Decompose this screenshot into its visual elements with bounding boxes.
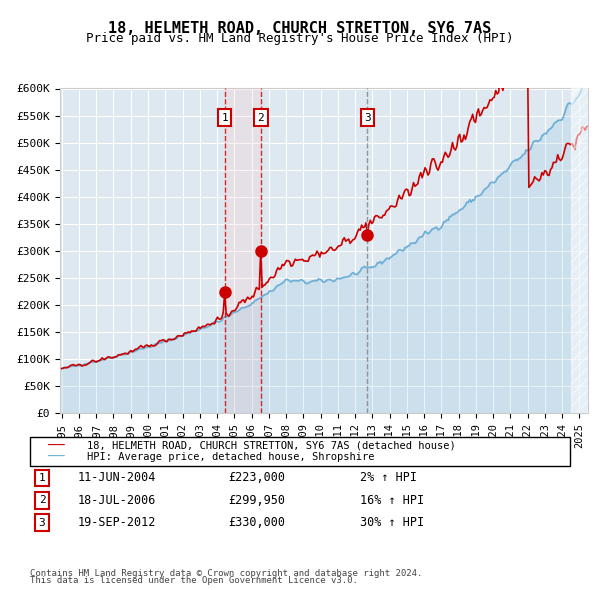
Text: 3: 3	[38, 518, 46, 527]
Text: HPI: Average price, detached house, Shropshire: HPI: Average price, detached house, Shro…	[87, 453, 374, 462]
Text: ——: ——	[48, 438, 65, 453]
Text: 19-SEP-2012: 19-SEP-2012	[78, 516, 157, 529]
Text: 16% ↑ HPI: 16% ↑ HPI	[360, 494, 424, 507]
Text: 2% ↑ HPI: 2% ↑ HPI	[360, 471, 417, 484]
Text: Contains HM Land Registry data © Crown copyright and database right 2024.: Contains HM Land Registry data © Crown c…	[30, 569, 422, 578]
Text: 18, HELMETH ROAD, CHURCH STRETTON, SY6 7AS: 18, HELMETH ROAD, CHURCH STRETTON, SY6 7…	[109, 21, 491, 35]
Text: 1: 1	[38, 473, 46, 483]
Text: 30% ↑ HPI: 30% ↑ HPI	[360, 516, 424, 529]
Text: 2: 2	[257, 113, 265, 123]
Text: 3: 3	[364, 113, 371, 123]
Text: 11-JUN-2004: 11-JUN-2004	[78, 471, 157, 484]
Text: 2: 2	[38, 496, 46, 505]
Text: Price paid vs. HM Land Registry's House Price Index (HPI): Price paid vs. HM Land Registry's House …	[86, 32, 514, 45]
Text: ——: ——	[48, 438, 65, 453]
Text: 18-JUL-2006: 18-JUL-2006	[78, 494, 157, 507]
Text: ——: ——	[48, 450, 65, 464]
Text: HPI: Average price, detached house, Shropshire: HPI: Average price, detached house, Shro…	[87, 453, 374, 462]
Text: £330,000: £330,000	[228, 516, 285, 529]
Text: £299,950: £299,950	[228, 494, 285, 507]
Text: £223,000: £223,000	[228, 471, 285, 484]
Text: This data is licensed under the Open Government Licence v3.0.: This data is licensed under the Open Gov…	[30, 576, 358, 585]
Text: 1: 1	[221, 113, 228, 123]
Bar	[225, 88, 261, 413]
Text: 18, HELMETH ROAD, CHURCH STRETTON, SY6 7AS (detached house): 18, HELMETH ROAD, CHURCH STRETTON, SY6 7…	[87, 441, 456, 450]
Text: 18, HELMETH ROAD, CHURCH STRETTON, SY6 7AS (detached house): 18, HELMETH ROAD, CHURCH STRETTON, SY6 7…	[87, 441, 456, 450]
Text: ——: ——	[48, 450, 65, 464]
Bar	[571, 88, 588, 413]
